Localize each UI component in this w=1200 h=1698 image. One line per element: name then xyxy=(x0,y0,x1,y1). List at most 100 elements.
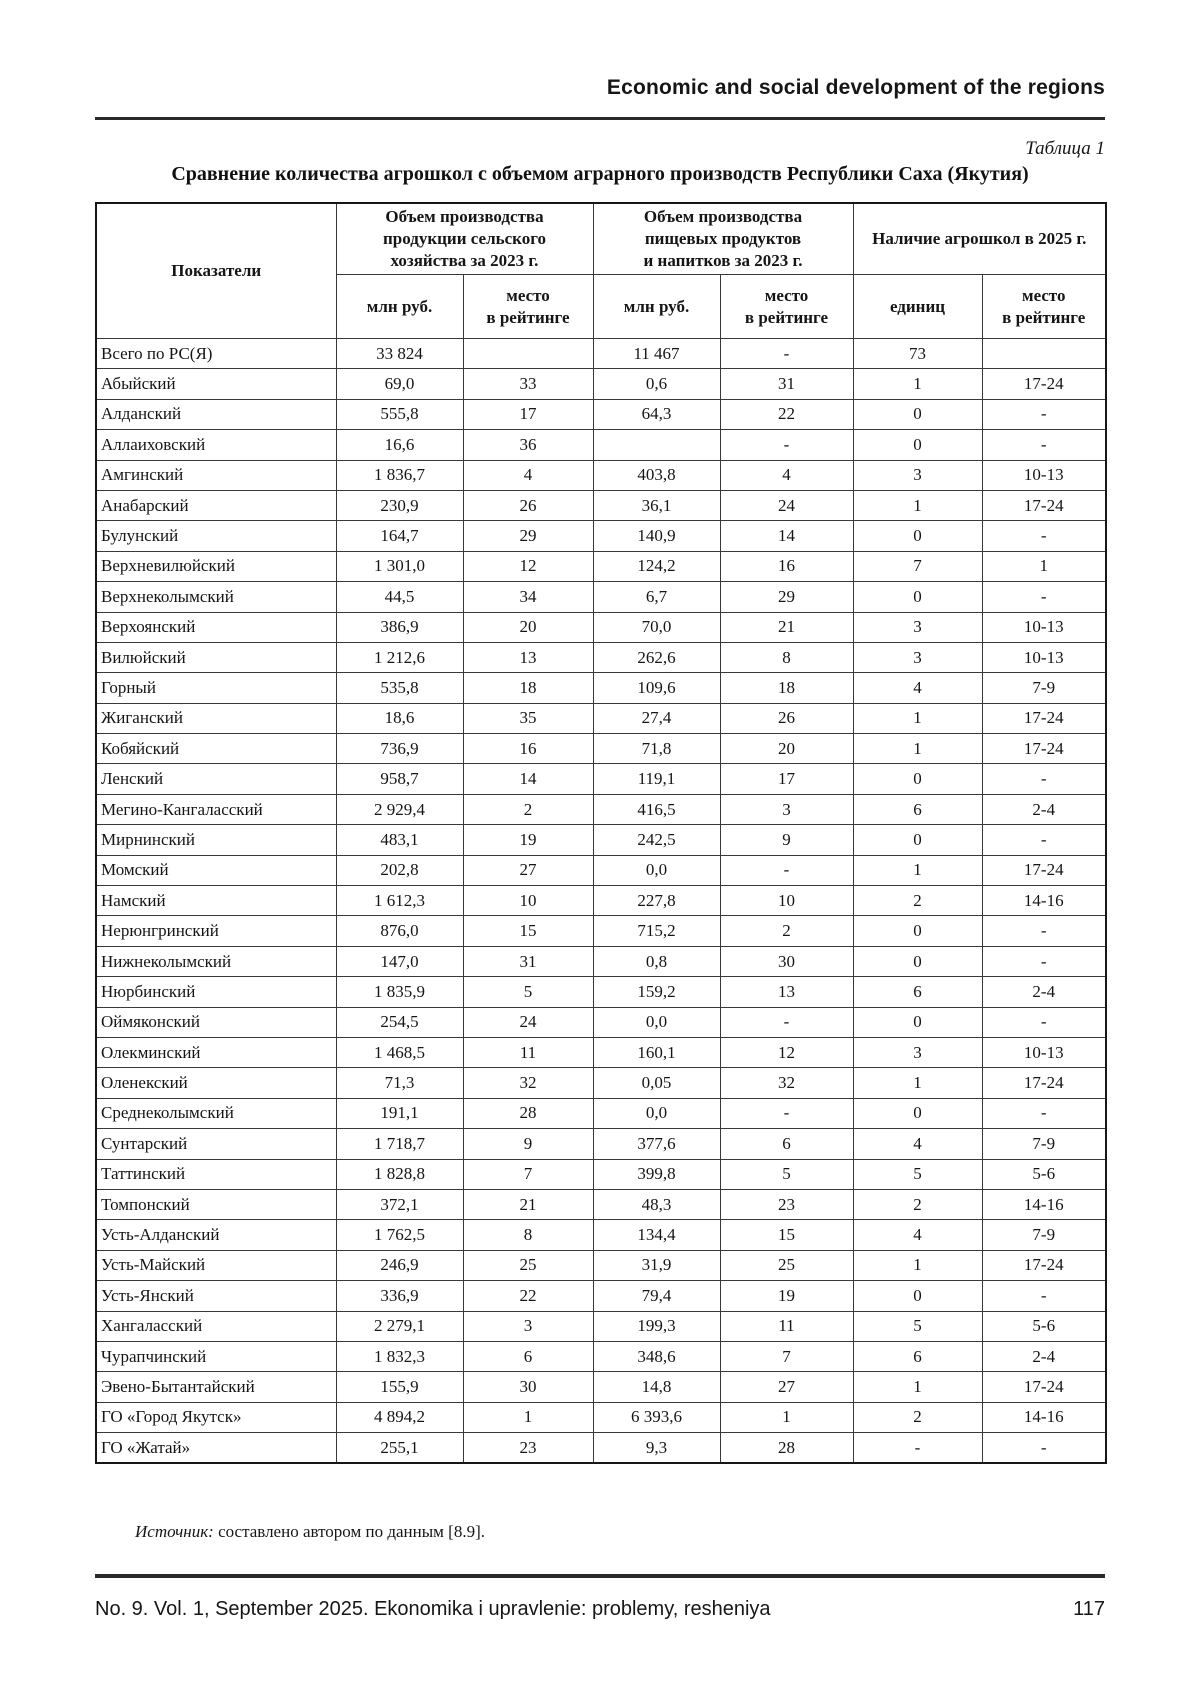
value-cell: 0 xyxy=(852,429,983,461)
value-cell: 48,3 xyxy=(592,1188,721,1221)
value-cell: 1 xyxy=(462,1401,594,1434)
value-cell: 2 929,4 xyxy=(335,793,464,826)
value-cell: - xyxy=(719,337,854,370)
value-cell: 36 xyxy=(462,429,594,461)
value-cell: 140,9 xyxy=(592,520,721,552)
value-cell: 44,5 xyxy=(335,581,464,613)
value-cell: 5 xyxy=(462,976,594,1008)
region-name-cell: Верхоянский xyxy=(95,611,337,643)
value-cell: 20 xyxy=(719,733,854,765)
value-cell: 2 279,1 xyxy=(335,1310,464,1342)
value-cell: 28 xyxy=(462,1097,594,1130)
table-row: Нюрбинский 1 835,9 5 159,2 13 6 2-4 xyxy=(95,976,1107,1008)
region-name-cell: Абыйский xyxy=(95,368,337,400)
value-cell: 0 xyxy=(852,824,983,856)
value-cell: 14 xyxy=(719,520,854,552)
value-cell: 5 xyxy=(852,1158,983,1190)
value-cell: - xyxy=(981,915,1107,947)
value-cell: 26 xyxy=(719,702,854,735)
value-cell: 17-24 xyxy=(981,1067,1107,1099)
value-cell: 7 xyxy=(852,550,983,583)
region-name-cell: Таттинский xyxy=(95,1158,337,1190)
table-row: Оленекский 71,3 32 0,05 32 1 17-24 xyxy=(95,1067,1107,1099)
table-row: Чурапчинский 1 832,3 6 348,6 7 6 2-4 xyxy=(95,1340,1107,1373)
footer-rule xyxy=(95,1574,1105,1578)
value-cell: 13 xyxy=(462,641,594,674)
table-row: Таттинский 1 828,8 7 399,8 5 5 5-6 xyxy=(95,1158,1107,1190)
value-cell: 9,3 xyxy=(592,1432,721,1464)
value-cell: 1 xyxy=(852,1067,983,1099)
value-cell: 23 xyxy=(719,1188,854,1221)
region-name-cell: Оймяконский xyxy=(95,1006,337,1038)
table-row: Усть-Майский 246,9 25 31,9 25 1 17-24 xyxy=(95,1249,1107,1282)
value-cell: 155,9 xyxy=(335,1371,464,1403)
value-cell: 3 xyxy=(852,459,983,491)
value-cell: 1 xyxy=(852,368,983,400)
table-row: ГО «Город Якутск» 4 894,2 1 6 393,6 1 2 14-16 xyxy=(95,1401,1107,1434)
value-cell: 1 xyxy=(852,733,983,765)
table-row: Олекминский 1 468,5 11 160,1 12 3 10-13 xyxy=(95,1036,1107,1069)
table-row: Хангаласский 2 279,1 3 199,3 11 5 5-6 xyxy=(95,1310,1107,1342)
value-cell: 0 xyxy=(852,520,983,552)
table-row: Нижнеколымский 147,0 31 0,8 30 0- xyxy=(95,945,1107,978)
value-cell: 8 xyxy=(462,1219,594,1251)
value-cell: 1 xyxy=(852,854,983,887)
value-cell: 1 762,5 xyxy=(335,1219,464,1251)
table-row: ГО «Жатай» 255,1 23 9,3 28- - xyxy=(95,1432,1107,1464)
value-cell: 27 xyxy=(462,854,594,887)
value-cell: 18 xyxy=(719,672,854,704)
value-cell: 17-24 xyxy=(981,733,1107,765)
value-cell: 262,6 xyxy=(592,641,721,674)
value-cell: 0 xyxy=(852,915,983,947)
value-cell: 18,6 xyxy=(335,702,464,735)
value-cell: 10 xyxy=(719,885,854,917)
value-cell: 0,8 xyxy=(592,945,721,978)
value-cell: 5-6 xyxy=(981,1158,1107,1190)
table-row: Булунский 164,7 29 140,9 14 0- xyxy=(95,520,1107,552)
table-row: Ленский 958,7 14 119,1 17 0- xyxy=(95,763,1107,795)
value-cell: 1 xyxy=(852,489,983,522)
value-cell: 3 xyxy=(852,1036,983,1069)
region-name-cell: Верхнеколымский xyxy=(95,581,337,613)
value-cell: 6 xyxy=(719,1128,854,1160)
value-cell: 17-24 xyxy=(981,854,1107,887)
value-cell: 242,5 xyxy=(592,824,721,856)
value-cell: 4 xyxy=(719,459,854,491)
value-cell: 31,9 xyxy=(592,1249,721,1282)
running-head: Economic and social development of the r… xyxy=(606,76,1105,99)
value-cell: 17-24 xyxy=(981,702,1107,735)
value-cell: 377,6 xyxy=(592,1128,721,1160)
value-cell: 30 xyxy=(462,1371,594,1403)
value-cell: 7 xyxy=(462,1158,594,1190)
table-row: Алданский 555,8 17 64,3 22 0- xyxy=(95,398,1107,431)
value-cell: 32 xyxy=(462,1067,594,1099)
value-cell: 1 468,5 xyxy=(335,1036,464,1069)
value-cell: 1 832,3 xyxy=(335,1340,464,1373)
value-cell: 19 xyxy=(719,1280,854,1312)
value-cell: 4 xyxy=(852,1128,983,1160)
table-row: Момский 202,8 27 0,0-1 17-24 xyxy=(95,854,1107,887)
header-group-row: Показатели Объем производства продукции с… xyxy=(95,202,1107,339)
region-name-cell: Мегино-Кангаласский xyxy=(95,793,337,826)
table-row: Амгинский 1 836,7 4 403,8 4 3 10-13 xyxy=(95,459,1107,491)
header-indicators: Показатели xyxy=(95,202,337,339)
value-cell: 10-13 xyxy=(981,459,1107,491)
region-name-cell: Оленекский xyxy=(95,1067,337,1099)
value-cell: 2 xyxy=(462,793,594,826)
value-cell: 69,0 xyxy=(335,368,464,400)
header-rule xyxy=(95,117,1105,120)
value-cell: 22 xyxy=(719,398,854,431)
region-name-cell: Аллаиховский xyxy=(95,429,337,461)
value-cell: - xyxy=(981,398,1107,431)
value-cell: - xyxy=(981,429,1107,461)
value-cell: - xyxy=(719,854,854,887)
value-cell: 17-24 xyxy=(981,368,1107,400)
value-cell: 31 xyxy=(719,368,854,400)
value-cell: 19 xyxy=(462,824,594,856)
value-cell: 71,8 xyxy=(592,733,721,765)
value-cell: 1 xyxy=(852,702,983,735)
value-cell: 35 xyxy=(462,702,594,735)
header-sub-2: место в рейтинге xyxy=(462,274,594,339)
value-cell: 13 xyxy=(719,976,854,1008)
header-sub-1: млн руб. xyxy=(335,274,464,339)
